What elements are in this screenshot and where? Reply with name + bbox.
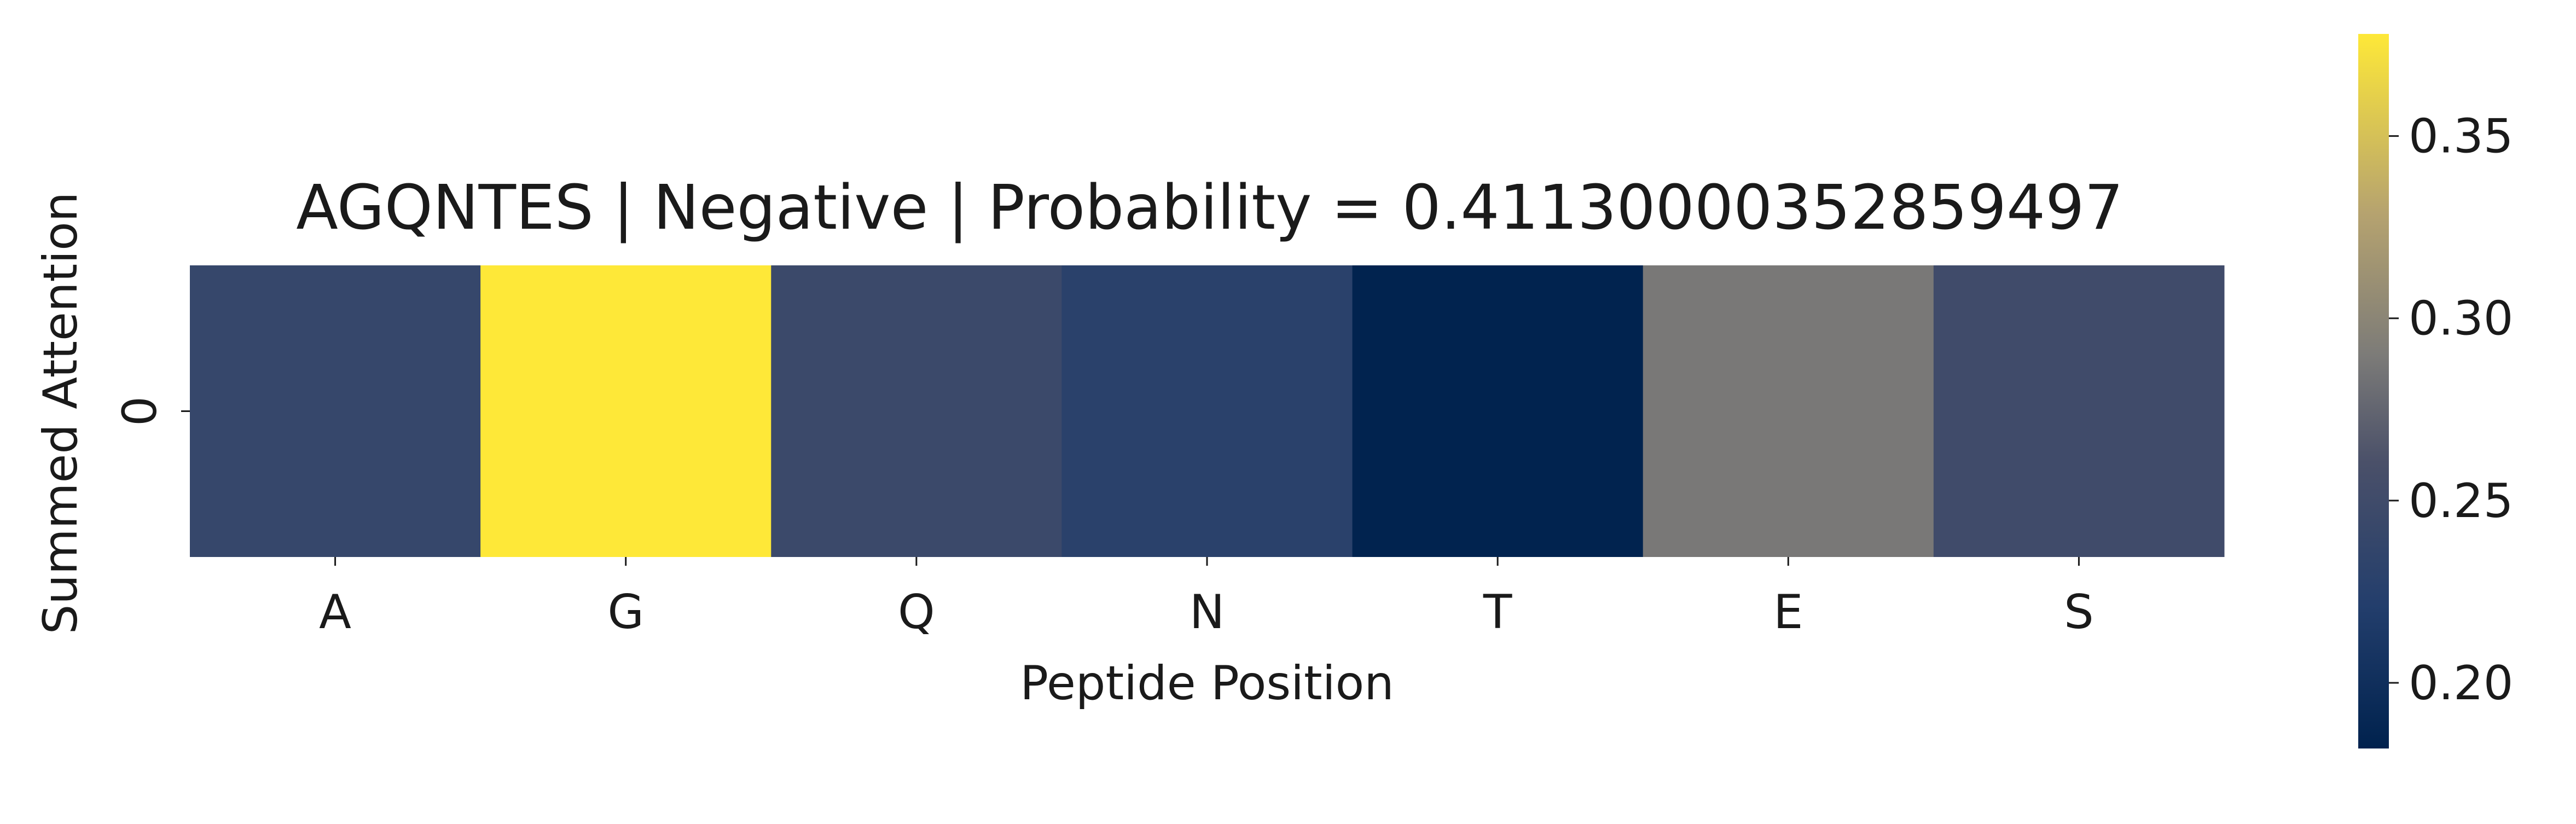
x-axis-label: Peptide Position <box>1020 656 1394 711</box>
colorbar-tick-label: 0.20 <box>2409 656 2513 711</box>
colorbar-tick-label: 0.25 <box>2409 474 2513 529</box>
heatmap-cell <box>480 265 771 557</box>
x-tick-label: Q <box>898 585 935 640</box>
x-tick-label: T <box>1483 585 1512 640</box>
x-tick-label: A <box>319 585 351 640</box>
chart-title: AGQNTES | Negative | Probability = 0.411… <box>296 172 2124 243</box>
x-tick-label: N <box>1190 585 1225 640</box>
heatmap-cell <box>1061 265 1353 557</box>
heatmap-cell <box>1933 265 2225 557</box>
x-tick-label: E <box>1773 585 1803 640</box>
x-tick-label: G <box>607 585 644 640</box>
heatmap-cells <box>190 265 2225 557</box>
x-tick-label: S <box>2064 585 2094 640</box>
y-tick-labels: 0 <box>113 396 190 426</box>
colorbar-tick-label: 0.30 <box>2409 292 2513 346</box>
colorbar-ticks: 0.20 0.25 0.30 0.35 <box>2389 109 2513 711</box>
heatmap-cell <box>1352 265 1644 557</box>
heatmap-cell <box>1643 265 1934 557</box>
colorbar-tick-label: 0.35 <box>2409 109 2513 164</box>
y-axis-label: Summed Attention <box>33 192 88 634</box>
heatmap-cell <box>771 265 1062 557</box>
y-tick-label: 0 <box>113 396 167 426</box>
heatmap-cell <box>190 265 481 557</box>
colorbar <box>2358 34 2389 748</box>
